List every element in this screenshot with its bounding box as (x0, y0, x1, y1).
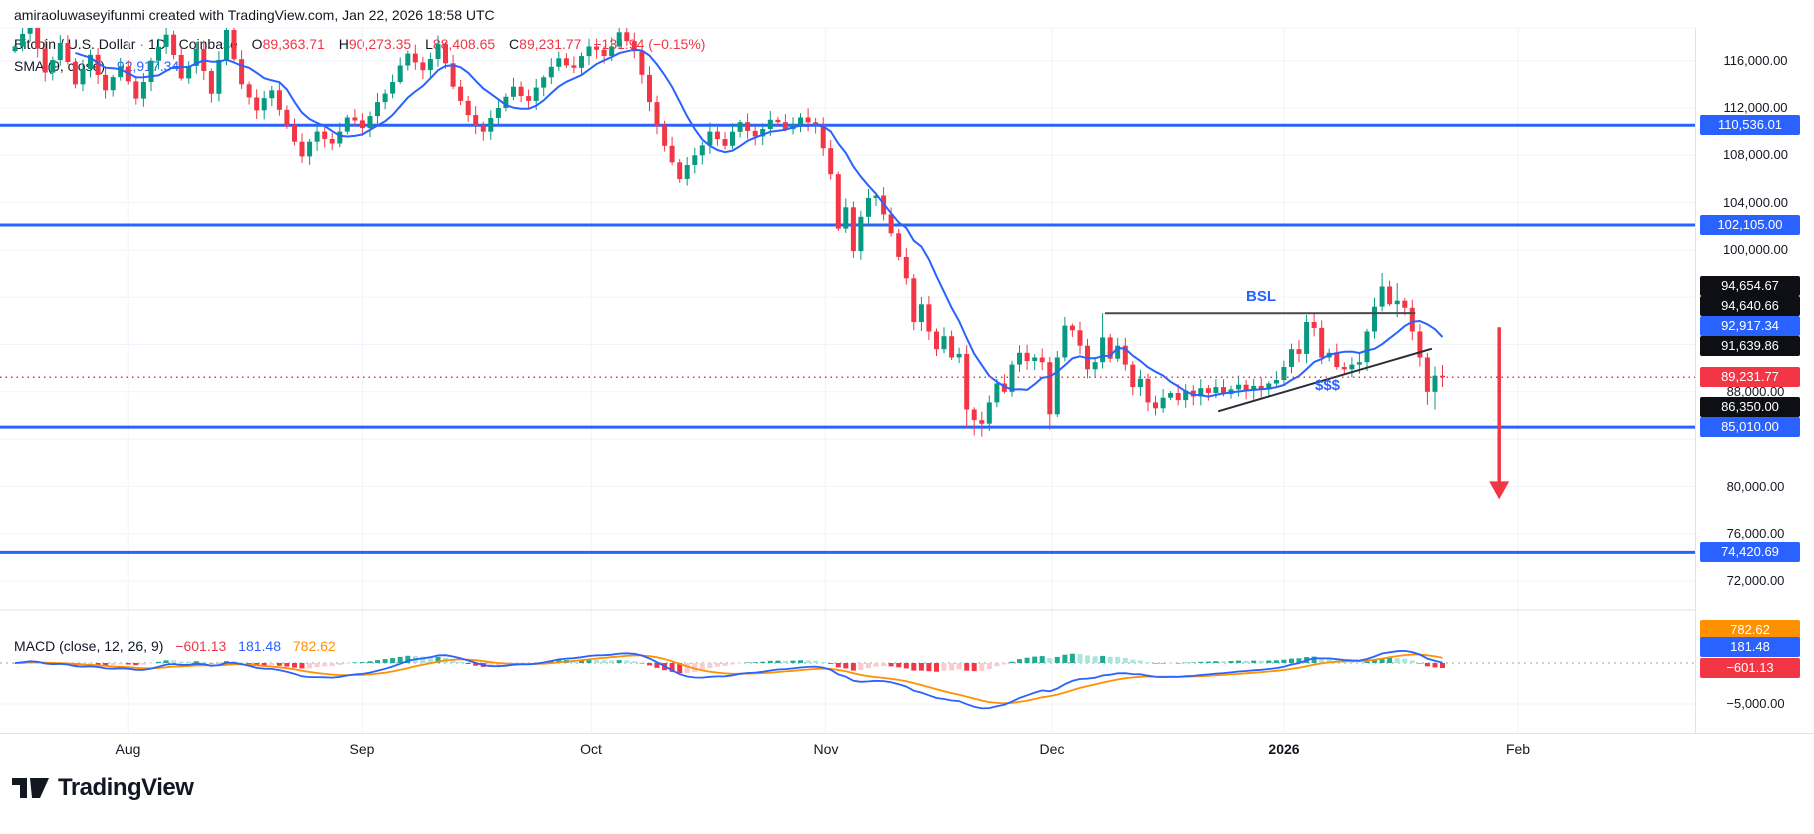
sma-badge: 92,917.34 (1700, 316, 1800, 336)
sma-value: 92,917.34 (116, 58, 180, 74)
macd-signal-badge: 782.62 (1700, 620, 1800, 640)
macd-line-badge: 181.48 (1700, 637, 1800, 657)
price-tick: 104,000.00 (1722, 195, 1789, 210)
dollars-annotation-label[interactable]: $$$ (1315, 377, 1341, 394)
creator-watermark: amiraoluwaseyifunmi created with Trading… (14, 7, 495, 23)
level-badge-85010: 85,010.00 (1700, 417, 1800, 437)
price-tick: 80,000.00 (1726, 479, 1785, 494)
close-value: 89,231.77 (519, 36, 582, 52)
symbol-name[interactable]: Bitcoin / U.S. Dollar (14, 36, 136, 52)
price-tick: 100,000.00 (1722, 242, 1789, 257)
tradingview-logo-icon (12, 778, 49, 798)
bsl-annotation-label[interactable]: BSL (1246, 288, 1276, 305)
level-badge-102105: 102,105.00 (1700, 215, 1800, 235)
price-tick: 76,000.00 (1726, 526, 1785, 541)
time-tick-sep: Sep (349, 741, 375, 757)
level-badge-110536: 110,536.01 (1700, 115, 1800, 135)
time-tick-dec: Dec (1039, 741, 1065, 757)
price-tick: 72,000.00 (1726, 573, 1785, 588)
close-label: C (509, 36, 520, 52)
trendline-badge-91639: 91,639.86 (1700, 336, 1800, 356)
macd-hist-value: −601.13 (175, 638, 227, 654)
low-label: L (425, 36, 433, 52)
time-tick-nov: Nov (813, 741, 839, 757)
macd-hist-badge: −601.13 (1700, 658, 1800, 678)
open-label: O (251, 36, 263, 52)
brand-name: TradingView (58, 774, 194, 801)
macd-signal-value: 782.62 (292, 638, 336, 654)
time-tick-2026: 2026 (1268, 741, 1300, 757)
price-tick: 112,000.00 (1723, 100, 1788, 115)
exchange: Coinbase (178, 36, 238, 52)
macd-label: MACD (close, 12, 26, 9) (14, 638, 164, 654)
price-chart-canvas[interactable] (0, 0, 1695, 733)
time-axis[interactable]: Aug Sep Oct Nov Dec 2026 Feb (0, 733, 1814, 764)
trendline-badge-94640: 94,640.66 (1700, 296, 1800, 316)
open-value: 89,363.71 (262, 36, 325, 52)
time-tick-oct: Oct (580, 741, 602, 757)
trendline-badge-86350: 86,350.00 (1700, 397, 1800, 417)
tradingview-footer[interactable]: TradingView (12, 768, 194, 808)
trendline-badge-94654: 94,654.67 (1700, 276, 1800, 296)
time-tick-aug: Aug (115, 741, 141, 757)
price-tick: 88,000.00 (1726, 384, 1785, 399)
low-value: 88,408.65 (432, 36, 496, 52)
macd-tick: −5,000.00 (1726, 696, 1785, 711)
high-label: H (338, 36, 349, 52)
macd-legend[interactable]: MACD (close, 12, 26, 9) −601.13 181.48 7… (14, 638, 336, 654)
level-badge-74420: 74,420.69 (1700, 542, 1800, 562)
high-value: 90,273.35 (348, 36, 412, 52)
time-tick-feb: Feb (1505, 741, 1531, 757)
interval[interactable]: 1D (148, 36, 166, 52)
price-tick: 108,000.00 (1722, 147, 1789, 162)
last-price-badge: 89,231.77 (1700, 367, 1800, 387)
price-tick: 116,000.00 (1723, 53, 1788, 68)
macd-line-value: 181.48 (238, 638, 281, 654)
price-axis[interactable]: 116,000.00 112,000.00 108,000.00 104,000… (1695, 28, 1814, 733)
